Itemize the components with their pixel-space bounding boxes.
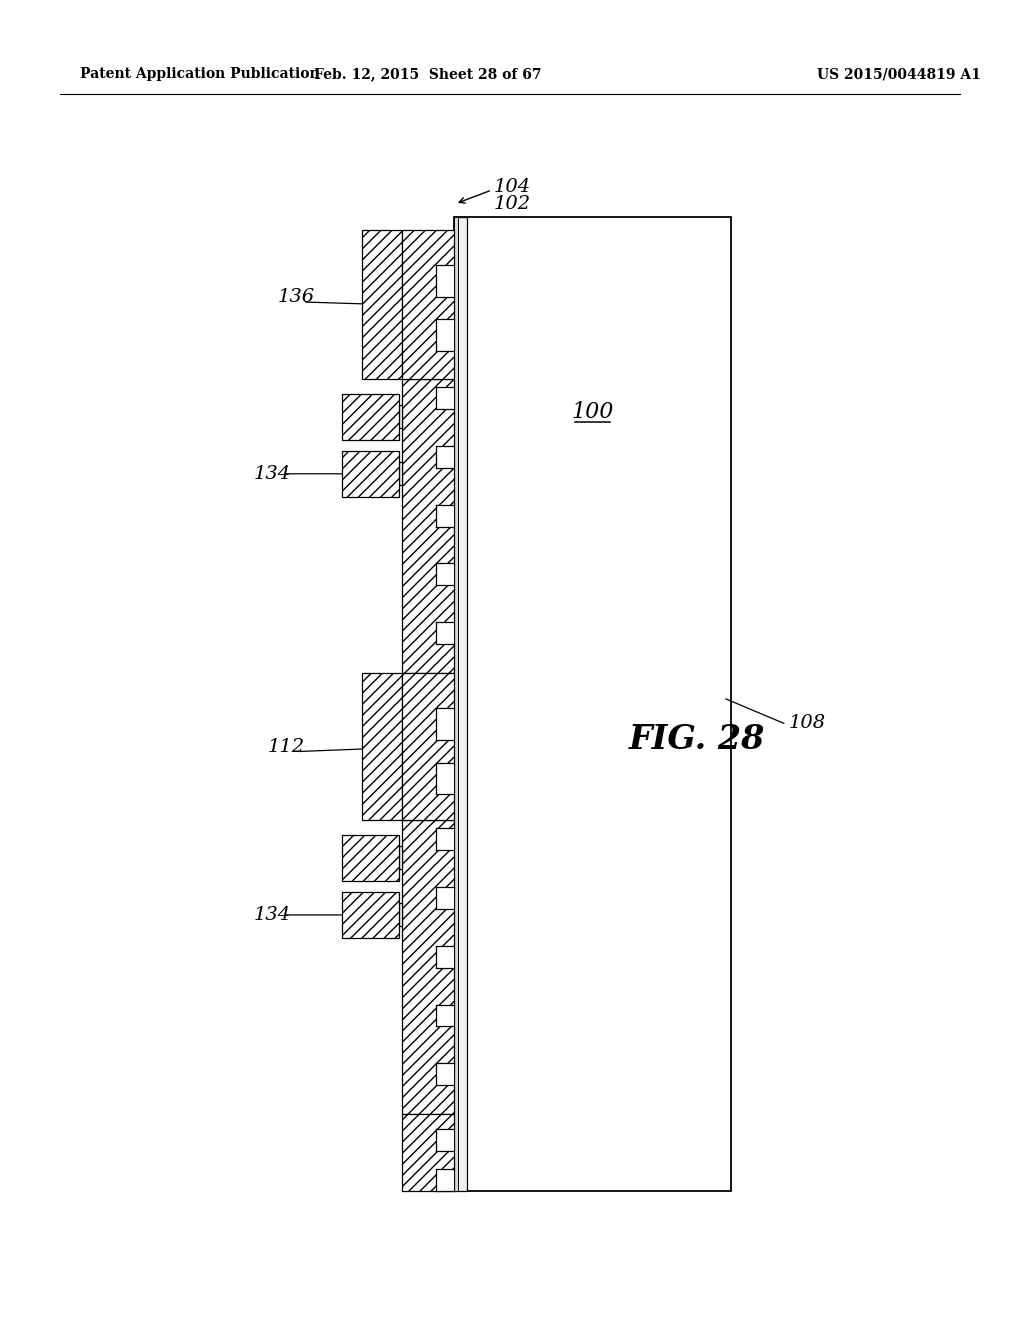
Text: Feb. 12, 2015  Sheet 28 of 67: Feb. 12, 2015 Sheet 28 of 67 (314, 67, 542, 82)
Bar (399, 846, 402, 869)
Bar (436, 622, 454, 644)
Text: 136: 136 (278, 288, 315, 306)
Bar (436, 564, 454, 585)
Bar (402, 820, 454, 1114)
Text: 104: 104 (494, 178, 531, 195)
Bar (436, 319, 454, 351)
Bar (436, 708, 454, 739)
Bar (362, 673, 402, 820)
Bar (436, 1005, 454, 1027)
Bar (399, 405, 402, 428)
Bar (436, 504, 454, 527)
Bar (436, 763, 454, 795)
Bar (454, 216, 467, 1191)
Bar (399, 903, 402, 925)
Bar (399, 462, 402, 484)
Bar (436, 1129, 454, 1151)
Bar (436, 264, 454, 297)
Text: Patent Application Publication: Patent Application Publication (80, 67, 319, 82)
Text: FIG. 28: FIG. 28 (629, 723, 765, 756)
Bar (342, 451, 399, 496)
Bar (402, 673, 454, 820)
Text: 134: 134 (254, 906, 291, 924)
Bar (402, 1114, 454, 1191)
Bar (402, 230, 454, 379)
Bar (436, 1064, 454, 1085)
Bar (454, 216, 731, 1191)
Bar (436, 387, 454, 409)
Text: 112: 112 (268, 738, 305, 755)
Bar (402, 379, 454, 673)
Text: US 2015/0044819 A1: US 2015/0044819 A1 (816, 67, 981, 82)
Bar (436, 446, 454, 467)
Bar (436, 887, 454, 909)
Text: 102: 102 (494, 195, 531, 213)
Bar (436, 829, 454, 850)
Text: 108: 108 (788, 714, 825, 733)
Text: 134: 134 (254, 465, 291, 483)
Bar (342, 892, 399, 937)
Bar (436, 1170, 454, 1191)
Bar (436, 946, 454, 968)
Bar (342, 395, 399, 440)
Bar (362, 230, 402, 379)
Bar (454, 216, 458, 1191)
Bar (342, 836, 399, 880)
Text: 100: 100 (571, 401, 613, 422)
